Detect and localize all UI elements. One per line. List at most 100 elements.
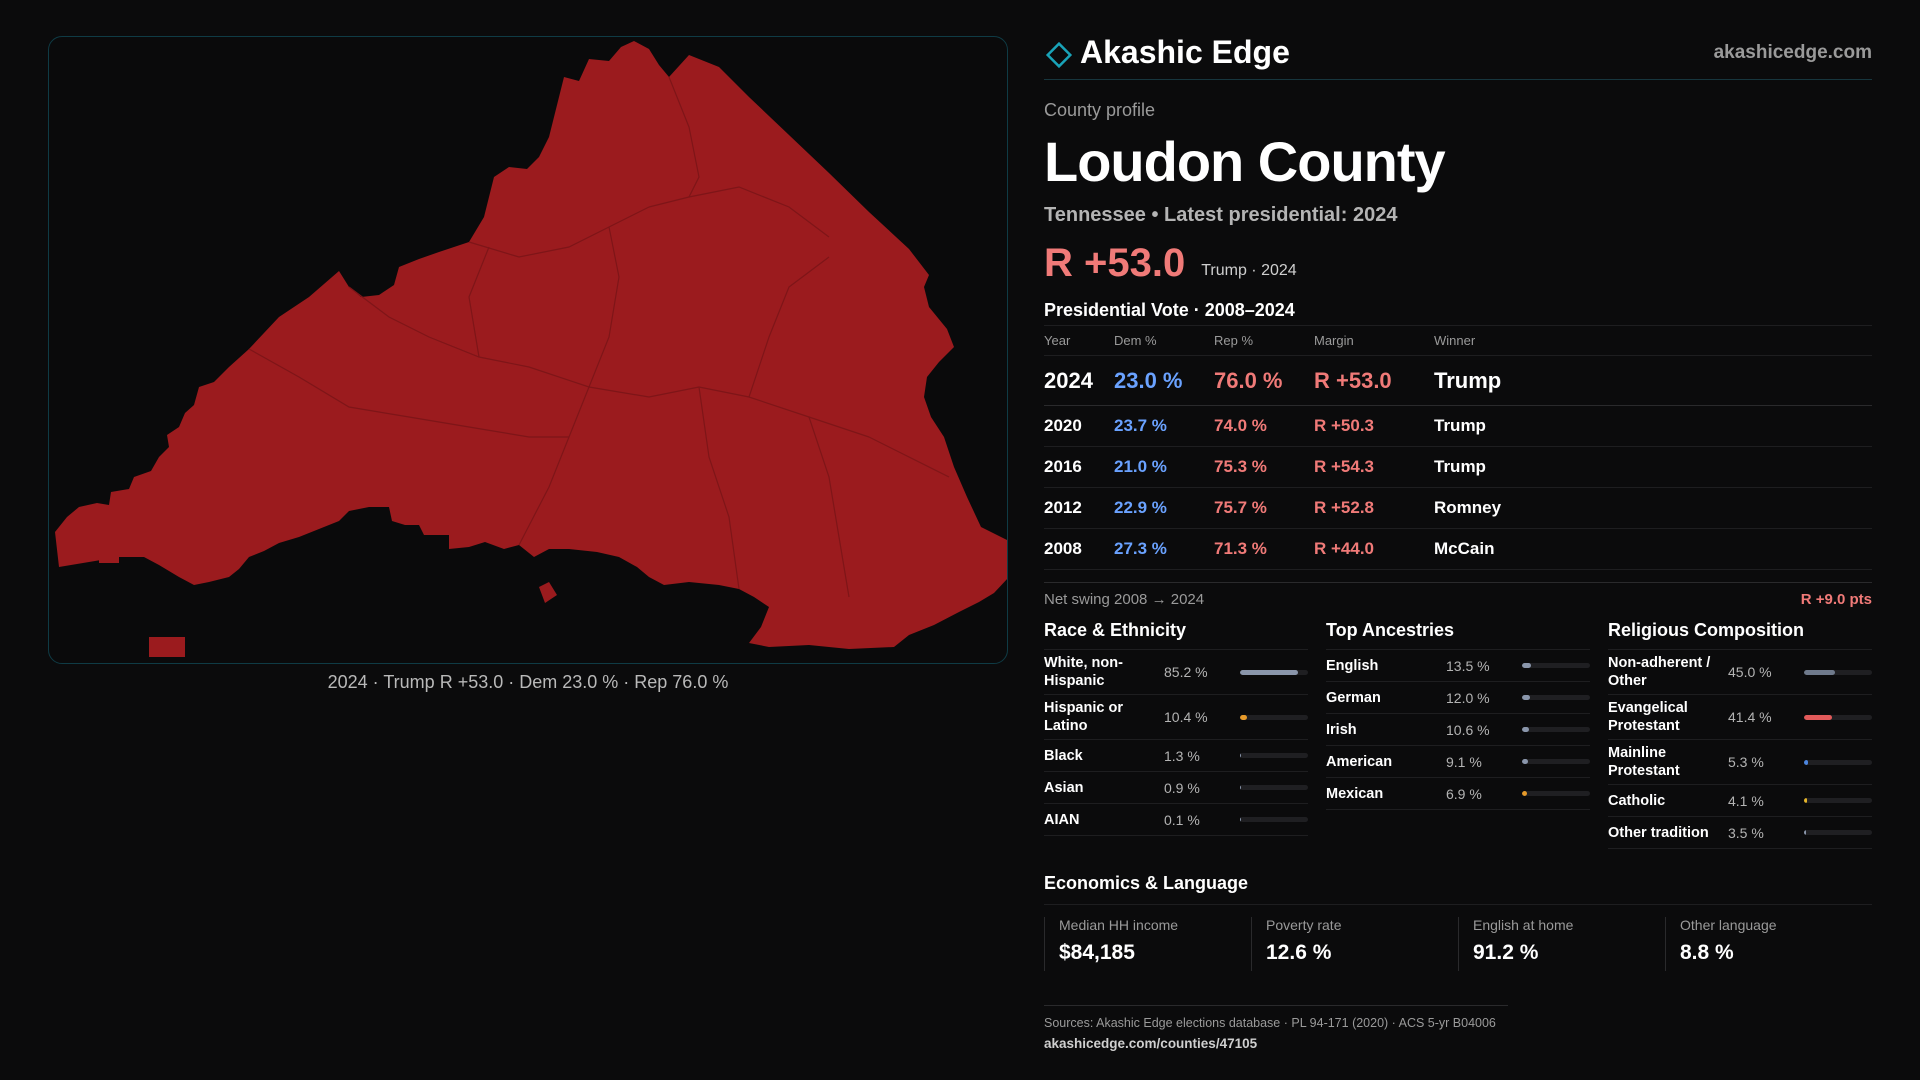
precinct-borders xyxy=(248,76,950,598)
row-winner: Trump xyxy=(1434,355,1872,406)
presidential-vote-table: Year Dem % Rep % Margin Winner 2024 23.0… xyxy=(1044,325,1872,570)
econ-label: English at home xyxy=(1473,917,1574,933)
col-dem: Dem % xyxy=(1114,325,1214,356)
brand-url[interactable]: akashicedge.com xyxy=(1713,42,1872,63)
list-item: Other tradition 3.5 % xyxy=(1608,817,1872,849)
race-title: Race & Ethnicity xyxy=(1044,620,1308,650)
stat-bar xyxy=(1240,817,1308,822)
row-year: 2016 xyxy=(1044,446,1114,488)
economics-title: Economics & Language xyxy=(1044,873,1872,905)
votes-section-title: Presidential Vote · 2008–2024 xyxy=(1044,300,1295,320)
stat-bar xyxy=(1804,714,1872,720)
county-profile-panel: Akashic Edge akashicedge.com County prof… xyxy=(1044,30,1872,1051)
list-item: AIAN 0.1 % xyxy=(1044,804,1308,836)
row-rep: 71.3 % xyxy=(1214,528,1314,570)
list-item: Mexican 6.9 % xyxy=(1326,778,1590,810)
map-caption: 2024 · Trump R +53.0 · Dem 23.0 % · Rep … xyxy=(327,672,729,692)
sources-url-link[interactable]: akashicedge.com/counties/47105 xyxy=(1044,1036,1258,1051)
stat-bar xyxy=(1522,791,1590,796)
table-row: 2016 21.0 % 75.3 % R +54.3 Trump xyxy=(1044,446,1872,488)
list-item: Asian 0.9 % xyxy=(1044,772,1308,804)
stat-bar xyxy=(1522,727,1590,732)
ancestry-column: Top Ancestries English 13.5 % German 12.… xyxy=(1326,620,1590,849)
row-margin: R +44.0 xyxy=(1314,528,1434,570)
stat-bar xyxy=(1804,759,1872,765)
stat-bar-fill xyxy=(1522,759,1529,764)
econ-label: Median HH income xyxy=(1059,917,1179,933)
stat-value: 10.4 % xyxy=(1164,709,1208,725)
table-row: 2024 23.0 % 76.0 % R +53.0 Trump xyxy=(1044,355,1872,406)
econ-label: Poverty rate xyxy=(1266,917,1342,933)
row-winner: McCain xyxy=(1434,528,1872,570)
net-swing-row: Net swing 2008 → 2024 R +9.0 pts xyxy=(1044,582,1872,608)
stat-name: English xyxy=(1326,657,1379,674)
religion-title: Religious Composition xyxy=(1608,620,1872,650)
stat-bar xyxy=(1804,830,1872,835)
list-item: Irish 10.6 % xyxy=(1326,714,1590,746)
table-row: 2020 23.7 % 74.0 % R +50.3 Trump xyxy=(1044,405,1872,447)
stat-value: 85.2 % xyxy=(1164,664,1208,680)
stat-name: Irish xyxy=(1326,721,1357,738)
stat-bar xyxy=(1522,663,1590,668)
headline-meta: Trump · 2024 xyxy=(1201,262,1297,279)
stat-value: 9.1 % xyxy=(1446,753,1482,770)
col-margin: Margin xyxy=(1314,325,1434,356)
row-year: 2008 xyxy=(1044,528,1114,570)
diamond-logo-icon xyxy=(1045,41,1073,69)
row-margin: R +52.8 xyxy=(1314,487,1434,529)
row-rep: 75.7 % xyxy=(1214,487,1314,529)
row-winner: Trump xyxy=(1434,405,1872,447)
stat-name: Mainline Protestant xyxy=(1608,745,1680,779)
list-item: Hispanic or Latino 10.4 % xyxy=(1044,695,1308,740)
stat-value: 45.0 % xyxy=(1728,664,1772,680)
stat-name: White, non-Hispanic xyxy=(1044,655,1123,689)
stat-name: Evangelical Protestant xyxy=(1608,700,1688,734)
county-map-panel[interactable] xyxy=(48,36,1008,664)
stat-bar xyxy=(1522,695,1590,700)
stat-bar-fill xyxy=(1522,791,1527,796)
list-item: German 12.0 % xyxy=(1326,682,1590,714)
stat-bar xyxy=(1240,753,1308,758)
stat-bar xyxy=(1240,669,1308,675)
stat-bar xyxy=(1522,759,1590,764)
page-eyebrow: County profile xyxy=(1044,100,1156,120)
county-map[interactable] xyxy=(49,37,1008,664)
stat-bar xyxy=(1804,669,1872,675)
row-rep: 76.0 % xyxy=(1214,355,1314,406)
religion-column: Religious Composition Non-adherent / Oth… xyxy=(1608,620,1872,849)
econ-cell-other-language: Other language 8.8 % xyxy=(1665,917,1872,971)
county-islands xyxy=(99,547,557,657)
list-item: Black 1.3 % xyxy=(1044,740,1308,772)
econ-cell-english: English at home 91.2 % xyxy=(1458,917,1665,971)
econ-label: Other language xyxy=(1680,917,1777,933)
stat-value: 4.1 % xyxy=(1728,792,1764,809)
list-item: Catholic 4.1 % xyxy=(1608,785,1872,817)
headline-result: R +53.0 Trump · 2024 xyxy=(1044,241,1872,286)
row-rep: 75.3 % xyxy=(1214,446,1314,488)
econ-value: 12.6 % xyxy=(1266,941,1332,964)
table-header-row: Year Dem % Rep % Margin Winner xyxy=(1044,325,1872,356)
econ-value: 91.2 % xyxy=(1473,941,1539,964)
stat-name: Hispanic or Latino xyxy=(1044,700,1123,734)
stat-value: 1.3 % xyxy=(1164,747,1200,764)
stat-bar xyxy=(1240,785,1308,790)
stat-value: 13.5 % xyxy=(1446,657,1490,674)
page-title: Loudon County xyxy=(1044,130,1446,193)
row-dem: 23.7 % xyxy=(1114,405,1214,447)
net-swing-value: R +9.0 pts xyxy=(1800,591,1872,608)
stat-bar-fill xyxy=(1522,695,1531,700)
row-winner: Trump xyxy=(1434,446,1872,488)
headline-margin: R +53.0 xyxy=(1044,241,1186,285)
row-dem: 22.9 % xyxy=(1114,487,1214,529)
stat-name: American xyxy=(1326,753,1393,770)
list-item: English 13.5 % xyxy=(1326,650,1590,682)
stat-name: Black xyxy=(1044,747,1083,764)
list-item: Mainline Protestant 5.3 % xyxy=(1608,740,1872,785)
stat-name: AIAN xyxy=(1044,811,1080,828)
row-margin: R +53.0 xyxy=(1314,355,1434,406)
list-item: White, non-Hispanic 85.2 % xyxy=(1044,650,1308,695)
stat-bar-fill xyxy=(1804,830,1807,835)
county-shape[interactable] xyxy=(55,41,1008,649)
stat-value: 6.9 % xyxy=(1446,785,1482,802)
ancestry-title: Top Ancestries xyxy=(1326,620,1590,650)
